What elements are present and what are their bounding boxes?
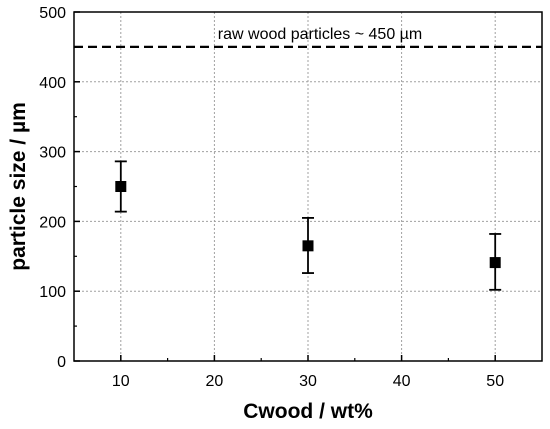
x-axis-title: Cwood / wt% [243,400,373,423]
data-point [115,181,127,192]
x-tick-label: 20 [206,373,224,390]
y-tick-label: 400 [39,75,66,92]
x-tick-label: 40 [393,373,411,390]
y-tick-label: 0 [57,354,66,371]
data-point [302,240,314,252]
x-tick-label: 30 [299,373,317,390]
reference-line-label: raw wood particles ~ 450 µm [218,26,422,43]
y-tick-label: 100 [39,284,66,301]
y-axis-title: particle size / µm [7,102,30,271]
y-tick-label: 200 [39,214,66,231]
data-point [489,257,501,269]
data-marks [114,160,502,291]
grid-lines [74,11,542,362]
x-tick-label: 10 [112,373,130,390]
x-tick-label: 50 [486,373,504,390]
y-tick-label: 300 [39,145,66,162]
y-tick-label: 500 [39,5,66,22]
